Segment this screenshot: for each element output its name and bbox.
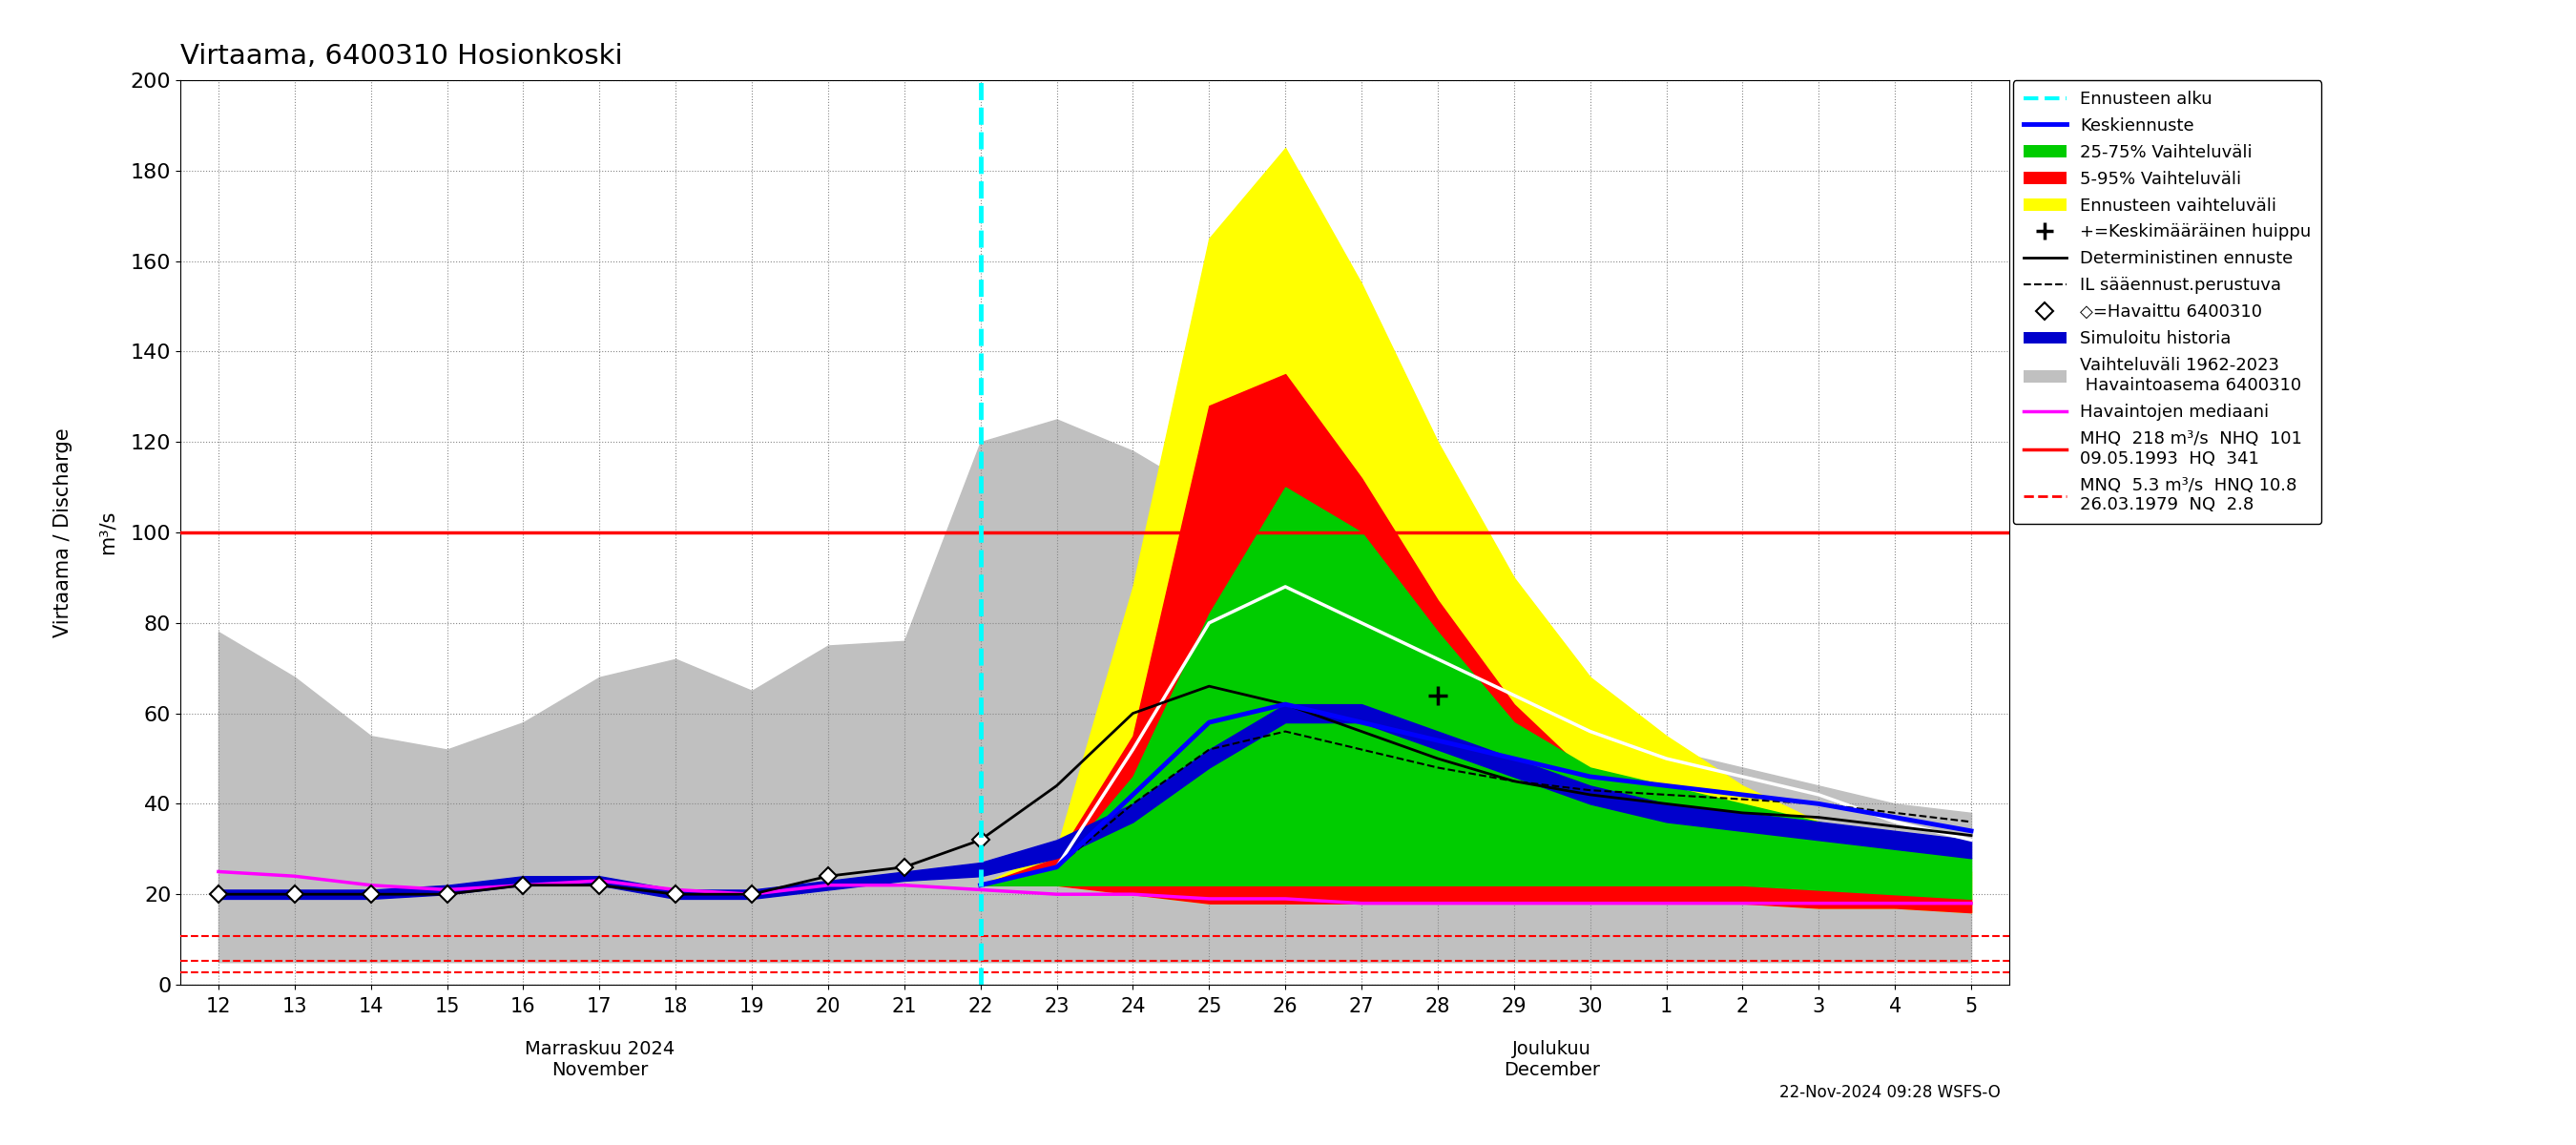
- Legend: Ennusteen alku, Keskiennuste, 25-75% Vaihteluväli, 5-95% Vaihteluväli, Ennusteen: Ennusteen alku, Keskiennuste, 25-75% Vai…: [2012, 80, 2321, 524]
- Text: Joulukuu
December: Joulukuu December: [1504, 1041, 1600, 1080]
- Text: Marraskuu 2024
November: Marraskuu 2024 November: [526, 1041, 675, 1080]
- Y-axis label: Virtaama / Discharge

m³/s: Virtaama / Discharge m³/s: [54, 427, 116, 638]
- Text: 22-Nov-2024 09:28 WSFS-O: 22-Nov-2024 09:28 WSFS-O: [1780, 1084, 1999, 1101]
- Text: Virtaama, 6400310 Hosionkoski: Virtaama, 6400310 Hosionkoski: [180, 44, 623, 70]
